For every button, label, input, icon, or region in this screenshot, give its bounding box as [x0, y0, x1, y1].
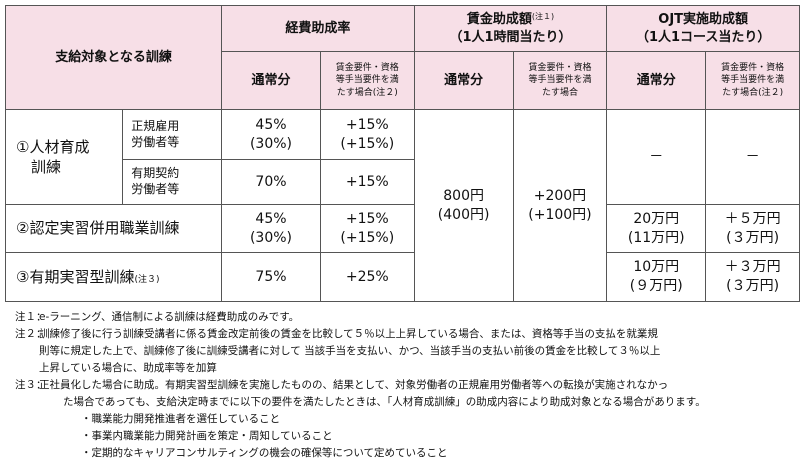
note-2-label: 注２： [15, 328, 47, 340]
cell-nintei-expense-cond: +15% (+15%) [319, 204, 415, 253]
row-label-jinzai: ①人材育成 訓練 [4, 109, 124, 205]
cell-jinzai-regular-expense-normal: 45% (30%) [221, 109, 321, 160]
header-expense-conditional-note: (注２) [372, 87, 398, 98]
note-3-bullet-3: ・定期的なキャリアコンサルティングの機会の確保等について定めていること [81, 447, 448, 459]
note-3-bullet-1: ・職業能力開発推進者を選任していること [81, 413, 281, 425]
note-3-label: 注３： [15, 379, 47, 391]
header-expense-conditional-text: 賃金要件・資格 等手当要件を満 たす場合 [335, 63, 399, 98]
cell-nintei-ojt-cond: ＋５万円 (３万円) [705, 204, 800, 253]
cell-nintei-expense-normal: 45% (30%) [221, 204, 321, 253]
row-label-nintei: ②認定実習併用職業訓練 [4, 204, 223, 253]
header-ojt-conditional: 賃金要件・資格 等手当要件を満 たす場合(注２) [705, 51, 800, 110]
note-1-text: e-ラーニング、通信制による訓練は経費助成のみです。 [39, 311, 300, 323]
header-expense-rate-title: 経費助成率 [285, 20, 351, 36]
cell-nintei-ojt-normal: 20万円 (11万円) [606, 204, 707, 253]
header-ojt-title: OJT実施助成額 [658, 11, 749, 27]
header-expense-conditional: 賃金要件・資格 等手当要件を満 たす場合(注２) [319, 51, 415, 110]
header-ojt-subsidy: OJT実施助成額 （1人1コース当たり） [606, 5, 800, 52]
cell-yuki-ojt-cond: ＋３万円 (３万円) [705, 252, 800, 302]
note-2-line-1: 訓練修了後に行う訓練受講者に係る賃金改定前後の賃金を比較して５％以上上昇している… [39, 328, 658, 340]
note-1-label: 注１： [15, 311, 47, 323]
cell-jinzai-ojt-cond: － [705, 109, 800, 205]
header-wage-normal: 通常分 [413, 51, 514, 110]
cell-yuki-expense-cond: +25% [319, 252, 415, 302]
header-wage-subsidy: 賃金助成額(注１) （1人1時間当たり） [413, 5, 608, 52]
note-3: 注３： 正社員化した場合に助成。有期実習型訓練を実施したものの、結果として、対象… [5, 377, 805, 394]
header-ojt-sub: （1人1コース当たり） [635, 29, 771, 45]
header-ojt-conditional-note: (注２) [758, 87, 784, 98]
subsidy-table: 支給対象となる訓練 経費助成率 賃金助成額(注１) （1人1時間当たり） OJT… [4, 5, 800, 302]
note-2-line-3: 上昇している場合に、助成率等を加算 [39, 362, 217, 374]
cell-jinzai-fixed-expense-normal: 70% [221, 159, 321, 205]
header-wage-conditional-text: 賃金要件・資格 等手当要件を満 たす場合 [528, 63, 592, 98]
row-label-yuki: ③有期実習型訓練(注３) [4, 252, 223, 302]
row-label-regular-workers: 正規雇用 労働者等 [122, 109, 223, 160]
row-label-fixed-term-workers: 有期契約 労働者等 [122, 159, 223, 205]
footnotes: 注１： e-ラーニング、通信制による訓練は経費助成のみです。 注２： 訓練修了後… [5, 309, 805, 462]
row-label-yuki-note: (注３) [134, 274, 160, 285]
cell-wage-normal: 800円 (400円) [413, 109, 514, 302]
note-3-line-1: 正社員化した場合に助成。有期実習型訓練を実施したものの、結果として、対象労働者の… [39, 379, 669, 391]
note-3-line-2: た場合であっても、支給決定時までに以下の要件を満たしたときは、「人材育成訓練」の… [63, 396, 706, 408]
header-ojt-normal: 通常分 [606, 51, 707, 110]
row-label-yuki-text: ③有期実習型訓練 [16, 267, 135, 286]
header-wage-title: 賃金助成額 [466, 11, 532, 27]
header-wage-note: (注１) [531, 11, 555, 21]
header-ojt-conditional-text: 賃金要件・資格 等手当要件を満 たす場合 [721, 63, 785, 98]
header-training-type: 支給対象となる訓練 [4, 5, 223, 110]
cell-jinzai-fixed-expense-cond: +15% [319, 159, 415, 205]
note-2: 注２： 訓練修了後に行う訓練受講者に係る賃金改定前後の賃金を比較して５％以上上昇… [5, 326, 805, 377]
cell-jinzai-regular-expense-cond: +15% (+15%) [319, 109, 415, 160]
cell-wage-cond: +200円 (+100円) [512, 109, 608, 302]
note-1: 注１： e-ラーニング、通信制による訓練は経費助成のみです。 [5, 309, 805, 326]
note-2-line-2: 則等に規定した上で、訓練修了後に訓練受講者に対して 当該手当を支払い、かつ、当該… [39, 345, 661, 357]
note-3-bullet-2: ・事業内職業能力開発計画を策定・周知していること [81, 430, 333, 442]
header-wage-conditional: 賃金要件・資格 等手当要件を満 たす場合 [512, 51, 608, 110]
header-wage-sub: （1人1時間当たり） [449, 29, 572, 45]
cell-yuki-ojt-normal: 10万円 (９万円) [606, 252, 707, 302]
cell-jinzai-ojt-normal: － [606, 109, 707, 205]
cell-yuki-expense-normal: 75% [221, 252, 321, 302]
header-expense-normal: 通常分 [221, 51, 321, 110]
header-expense-rate: 経費助成率 [221, 5, 415, 52]
